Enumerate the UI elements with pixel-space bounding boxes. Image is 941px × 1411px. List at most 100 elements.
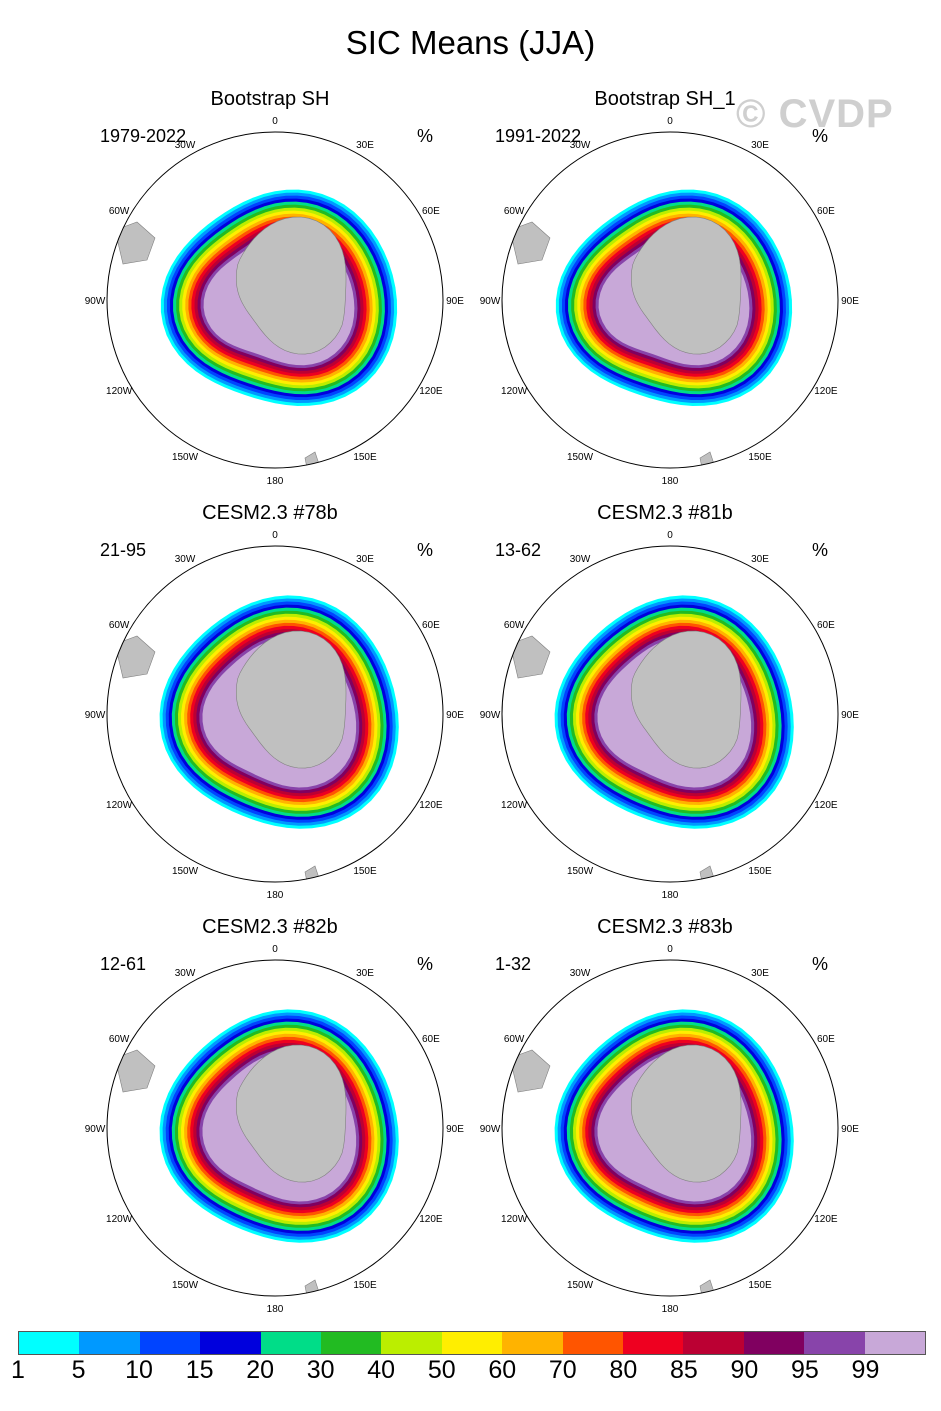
longitude-label: 90W bbox=[480, 710, 501, 721]
longitude-label: 60E bbox=[817, 620, 835, 631]
colorbar-label: 60 bbox=[488, 1356, 517, 1384]
polar-map: 0 30E 60E 90E 120E 150E 180 150W 120W 90W 60W 30W bbox=[480, 116, 860, 487]
figure-title: SIC Means (JJA) bbox=[345, 24, 596, 61]
longitude-label: 150E bbox=[353, 866, 377, 877]
longitude-label: 60W bbox=[109, 1034, 130, 1045]
antarctica-land bbox=[236, 630, 347, 769]
south-america-land bbox=[114, 635, 156, 679]
colorbar-box bbox=[864, 1332, 926, 1354]
south-america-land bbox=[114, 1049, 156, 1093]
panel-units: % bbox=[812, 126, 829, 146]
longitude-label: 120E bbox=[419, 386, 443, 397]
panel-period: 1979-2022 bbox=[100, 126, 187, 146]
longitude-label: 30W bbox=[175, 968, 196, 979]
longitude-label: 120W bbox=[106, 800, 133, 811]
longitude-label: 120W bbox=[106, 386, 133, 397]
colorbar-label: 10 bbox=[125, 1356, 153, 1384]
panel-title: CESM2.3 #81b bbox=[597, 502, 733, 524]
longitude-label: 30E bbox=[751, 968, 769, 979]
longitude-label: 30W bbox=[570, 968, 591, 979]
longitude-label: 180 bbox=[267, 890, 284, 901]
longitude-label: 60E bbox=[817, 1034, 835, 1045]
longitude-label: 120E bbox=[814, 800, 838, 811]
longitude-label: 30E bbox=[356, 554, 374, 565]
panel-title: CESM2.3 #78b bbox=[202, 502, 338, 524]
colorbar-label: 80 bbox=[609, 1356, 638, 1384]
polar-map: 0 30E 60E 90E 120E 150E 180 150W 120W 90W 60W 30W bbox=[85, 944, 465, 1315]
longitude-label: 90E bbox=[841, 296, 859, 307]
panel-title: CESM2.3 #82b bbox=[202, 916, 338, 938]
panel-units: % bbox=[417, 954, 434, 974]
map-panel: Bootstrap SH 1979-2022% 0 30E 60E 90E 120E 150E… bbox=[85, 88, 480, 488]
antarctica-land bbox=[631, 630, 742, 769]
longitude-label: 30E bbox=[751, 140, 769, 151]
panel-title: Bootstrap SH bbox=[210, 88, 330, 110]
longitude-label: 90W bbox=[480, 1124, 501, 1135]
colorbar-label: 50 bbox=[427, 1356, 456, 1384]
longitude-label: 60E bbox=[817, 206, 835, 217]
longitude-label: 60W bbox=[504, 1034, 525, 1045]
colorbar-label: 20 bbox=[246, 1356, 275, 1384]
longitude-label: 30E bbox=[356, 968, 374, 979]
longitude-label: 0 bbox=[272, 944, 278, 955]
longitude-label: 30E bbox=[356, 140, 374, 151]
colorbar-box bbox=[804, 1332, 865, 1354]
longitude-label: 150W bbox=[567, 452, 594, 463]
longitude-label: 120E bbox=[814, 1214, 838, 1225]
longitude-label: 30W bbox=[570, 140, 591, 151]
antarctica-land bbox=[631, 216, 742, 355]
longitude-label: 180 bbox=[662, 1304, 679, 1315]
longitude-label: 30W bbox=[175, 140, 196, 151]
colorbar-label: 99 bbox=[851, 1356, 880, 1384]
longitude-label: 150E bbox=[353, 452, 377, 463]
longitude-label: 120E bbox=[814, 386, 838, 397]
map-panel: Bootstrap SH_1 1991-2022% 0 30E 60E 90E 120E 15… bbox=[480, 88, 875, 488]
longitude-label: 90E bbox=[446, 296, 464, 307]
longitude-label: 30E bbox=[751, 554, 769, 565]
colorbar-label: 5 bbox=[71, 1356, 86, 1384]
longitude-label: 90E bbox=[446, 710, 464, 721]
south-america-land bbox=[114, 221, 156, 265]
south-america-land bbox=[509, 221, 551, 265]
colorbar-box bbox=[200, 1332, 261, 1354]
longitude-label: 120W bbox=[501, 800, 528, 811]
colorbar-box bbox=[381, 1332, 442, 1354]
colorbar-box bbox=[19, 1332, 80, 1354]
longitude-label: 0 bbox=[272, 530, 278, 541]
longitude-label: 60E bbox=[422, 1034, 440, 1045]
longitude-label: 60W bbox=[109, 206, 130, 217]
colorbar-box bbox=[139, 1332, 201, 1354]
longitude-label: 0 bbox=[667, 944, 673, 955]
colorbar-label: 95 bbox=[791, 1356, 819, 1384]
colorbar-box bbox=[260, 1332, 322, 1354]
longitude-label: 150E bbox=[748, 866, 772, 877]
longitude-label: 150W bbox=[172, 452, 199, 463]
colorbar-label: 70 bbox=[548, 1356, 577, 1384]
polar-map: 0 30E 60E 90E 120E 150E 180 150W 120W 90W 60W 30W bbox=[85, 116, 465, 487]
polar-map: 0 30E 60E 90E 120E 150E 180 150W 120W 90W 60W 30W bbox=[85, 530, 465, 901]
colorbar-labels: 1 5 10 15 20 30 40 50 60 70 80 85 90 95 99 bbox=[0, 1356, 941, 1396]
panel-units: % bbox=[812, 540, 829, 560]
panel-title: CESM2.3 #83b bbox=[597, 916, 733, 938]
longitude-label: 60W bbox=[504, 620, 525, 631]
longitude-label: 90E bbox=[841, 1124, 859, 1135]
map-panel: CESM2.3 #83b 1-32% 0 30E 60E 90E 120E 150E 180 15… bbox=[480, 916, 875, 1316]
polar-map: 0 30E 60E 90E 120E 150E 180 150W 120W 90W 60W 30W bbox=[480, 530, 860, 901]
longitude-label: 180 bbox=[267, 1304, 284, 1315]
longitude-label: 60W bbox=[109, 620, 130, 631]
longitude-label: 120E bbox=[419, 800, 443, 811]
colorbar-box bbox=[683, 1332, 744, 1354]
colorbar-box bbox=[562, 1332, 624, 1354]
panel-period: 1991-2022 bbox=[495, 126, 582, 146]
panel-title: Bootstrap SH_1 bbox=[594, 88, 736, 110]
longitude-label: 150E bbox=[353, 1280, 377, 1291]
antarctica-land bbox=[631, 1044, 742, 1183]
colorbar-label: 90 bbox=[730, 1356, 759, 1384]
colorbar bbox=[18, 1331, 926, 1355]
antarctica-land bbox=[236, 216, 347, 355]
longitude-label: 60W bbox=[504, 206, 525, 217]
panel-units: % bbox=[417, 126, 434, 146]
longitude-label: 150W bbox=[567, 866, 594, 877]
map-panel: CESM2.3 #78b 21-95% 0 30E 60E 90E 120E 150E 180 1… bbox=[85, 502, 480, 902]
colorbar-box bbox=[79, 1332, 140, 1354]
